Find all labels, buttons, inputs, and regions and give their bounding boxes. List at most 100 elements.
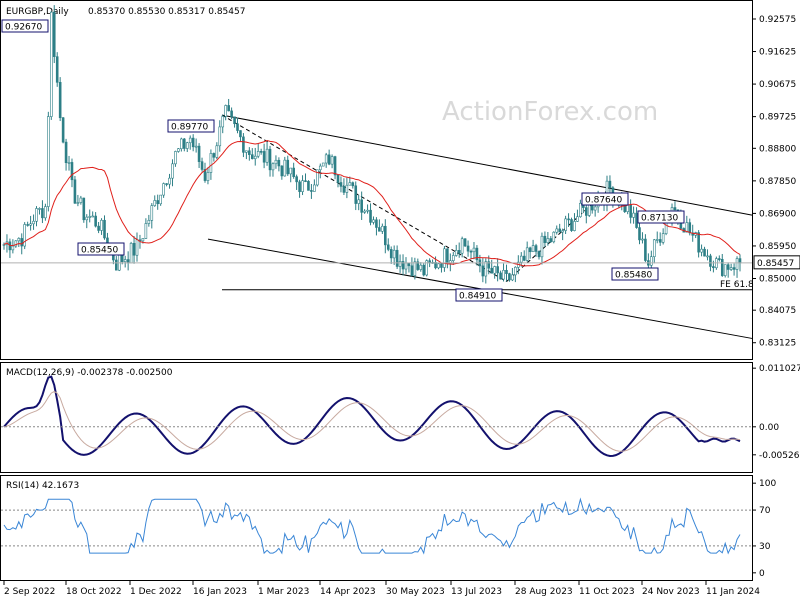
candle [144, 218, 148, 239]
candle [558, 223, 561, 233]
candle [729, 263, 733, 271]
rsi-tick-label: 70 [759, 506, 771, 516]
channel-upper-line [221, 114, 753, 216]
annotation-text: 0.92670 [5, 23, 42, 33]
candle [26, 221, 29, 227]
candle [248, 147, 251, 161]
candle [443, 246, 446, 272]
candle [372, 216, 375, 225]
candle [357, 194, 360, 211]
macd-tick-label: 0.011027 [759, 364, 800, 374]
x-tick-label: 11 Oct 2023 [579, 587, 635, 597]
candle [647, 253, 650, 268]
candle [549, 236, 553, 243]
candle [79, 195, 83, 205]
candle [177, 148, 180, 153]
label-low-nov23: 0.85480 [611, 267, 659, 281]
candle [440, 263, 443, 273]
candle [14, 240, 18, 248]
candle [212, 152, 216, 162]
candle [629, 199, 632, 224]
candle [271, 162, 275, 177]
candle [484, 258, 488, 284]
candle [389, 246, 393, 264]
candle [528, 246, 532, 259]
candle [658, 232, 662, 246]
candle [206, 167, 210, 185]
annotation-text: 0.85480 [615, 271, 652, 281]
candle [469, 249, 473, 259]
candle [395, 245, 399, 269]
candle [454, 244, 458, 257]
x-tick-label: 14 Apr 2023 [320, 587, 376, 597]
candle [573, 213, 576, 232]
candle [487, 255, 491, 275]
candle [508, 272, 511, 282]
rsi-line [3, 497, 741, 555]
annotation-text: 0.87130 [641, 214, 678, 224]
candle [505, 264, 508, 282]
candle [159, 194, 162, 206]
macd-panel-frame [0, 362, 753, 473]
candle [499, 270, 502, 280]
candle [147, 214, 151, 227]
candle [726, 262, 730, 278]
candle [446, 248, 449, 269]
candle [608, 175, 612, 196]
rsi-label: RSI(14) 42.1673 [6, 481, 79, 491]
candle [38, 207, 41, 215]
candle [419, 262, 423, 272]
candle [256, 143, 260, 159]
candle [466, 240, 470, 257]
candle [209, 149, 213, 180]
candle [97, 221, 100, 234]
candle [280, 165, 284, 180]
x-tick-label: 13 Jul 2023 [451, 587, 502, 597]
candle [236, 117, 239, 134]
candle [307, 180, 310, 191]
candle [366, 204, 369, 214]
candle [472, 242, 476, 260]
candle [100, 218, 103, 235]
candle [576, 209, 579, 223]
candle [218, 120, 222, 152]
macd-tick-label: -0.005267 [759, 451, 800, 461]
candle [502, 263, 505, 282]
price-tick-label: 0.88800 [759, 144, 796, 154]
candle [135, 232, 139, 262]
label-high-jan: 0.89770 [167, 119, 215, 133]
candle [437, 263, 440, 270]
candle [579, 199, 582, 218]
candle [197, 143, 201, 168]
candle [635, 207, 638, 229]
candle [286, 155, 290, 176]
candle [126, 251, 130, 271]
candle [73, 175, 77, 204]
candle [194, 138, 198, 153]
candle [732, 263, 736, 276]
candle [58, 77, 62, 122]
candle [265, 141, 269, 166]
x-tick-label: 1 Mar 2023 [258, 587, 309, 597]
candle [463, 238, 467, 248]
candle [519, 252, 523, 267]
candle [295, 174, 298, 190]
candle [363, 209, 366, 214]
candle [44, 203, 47, 221]
candle [185, 141, 189, 153]
current-price-label: 0.85457 [757, 259, 794, 269]
x-tick-label: 11 Jan 2024 [706, 587, 760, 597]
candle [490, 259, 494, 274]
candle [481, 258, 485, 283]
candle [8, 238, 12, 258]
candle [685, 215, 689, 233]
candle [91, 211, 94, 218]
candle [88, 209, 92, 223]
candle [723, 264, 727, 278]
candle [55, 52, 59, 87]
candle [460, 236, 464, 258]
candle [537, 250, 541, 260]
candle [381, 223, 384, 234]
price-tick-label: 0.90675 [759, 80, 796, 90]
candle [703, 246, 706, 257]
